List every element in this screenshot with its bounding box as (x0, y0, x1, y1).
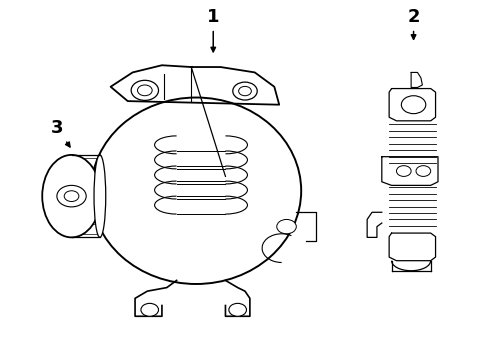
Circle shape (233, 82, 257, 100)
Circle shape (131, 80, 159, 100)
Ellipse shape (42, 155, 101, 237)
Text: 3: 3 (50, 119, 70, 147)
Circle shape (396, 166, 411, 176)
Ellipse shape (94, 155, 106, 237)
Circle shape (229, 303, 246, 316)
Circle shape (141, 303, 159, 316)
Circle shape (277, 220, 296, 234)
Circle shape (64, 191, 79, 202)
Circle shape (416, 166, 431, 176)
Text: 2: 2 (407, 8, 420, 39)
Ellipse shape (91, 98, 301, 284)
Text: 1: 1 (207, 8, 220, 52)
Circle shape (138, 85, 152, 96)
Circle shape (57, 185, 86, 207)
Circle shape (239, 86, 251, 96)
Circle shape (401, 96, 426, 114)
